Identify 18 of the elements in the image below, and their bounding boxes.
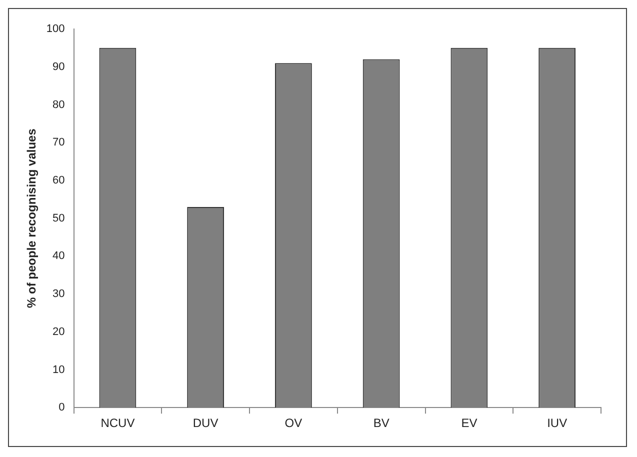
y-tick-label: 70 (52, 136, 65, 149)
x-tick-label: DUV (192, 416, 218, 430)
y-tick-label: 100 (46, 23, 65, 36)
x-tick-label: NCUV (100, 416, 135, 430)
y-tick-label: 30 (52, 288, 65, 300)
y-tick-label: 10 (52, 364, 65, 376)
y-tick-label: 80 (52, 98, 65, 111)
x-tick-label: BV (373, 416, 390, 430)
y-tick-label: 40 (52, 250, 65, 262)
x-tick-label: EV (461, 416, 478, 430)
y-tick-label: 90 (52, 60, 65, 73)
x-tick-label: OV (284, 416, 302, 430)
y-tick-label: 20 (52, 326, 65, 338)
y-tick-label: 50 (52, 212, 65, 224)
y-tick-label: 60 (52, 174, 65, 186)
y-axis-title: % of people recognising values (24, 128, 39, 308)
x-tick-label: IUV (547, 416, 568, 430)
y-tick-label: 0 (58, 402, 65, 414)
